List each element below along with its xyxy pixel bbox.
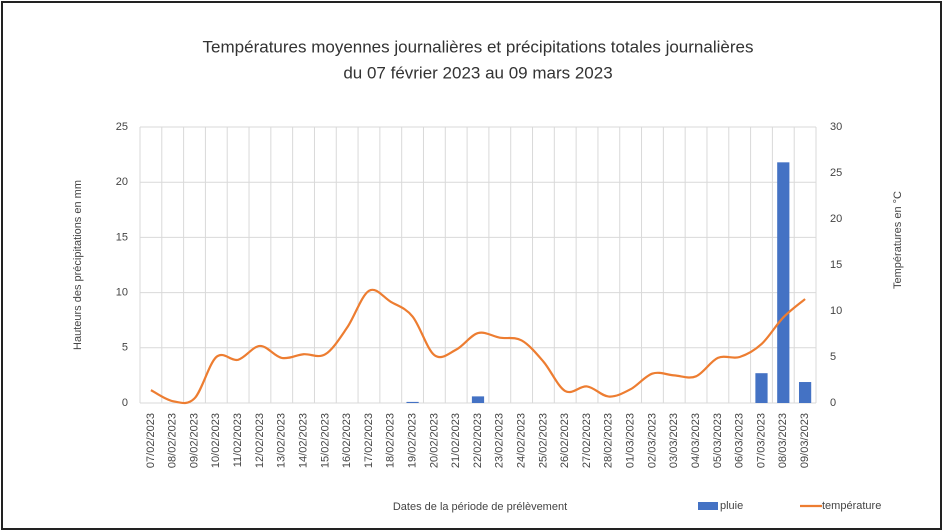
y2-tick-label: 5	[830, 351, 836, 363]
line	[150, 288, 806, 405]
x-tick-label: 20/02/2023	[428, 413, 440, 468]
x-tick-label: 12/02/2023	[254, 413, 266, 468]
x-tick-label: 22/02/2023	[472, 413, 484, 468]
x-tick-label: 10/02/2023	[210, 413, 222, 468]
y2-axis-title: Températures en °C	[892, 191, 904, 289]
y-tick-label: 20	[116, 176, 128, 188]
x-tick-label: 07/03/2023	[755, 413, 767, 468]
bar	[777, 162, 790, 403]
bar	[406, 401, 419, 403]
y2-tick-label: 20	[830, 213, 842, 225]
x-tick-label: 26/02/2023	[559, 413, 571, 468]
chart-title: du 07 février 2023 au 09 mars 2023	[343, 63, 612, 82]
y2-tick-label: 0	[830, 397, 836, 409]
x-tick-label: 19/02/2023	[406, 413, 418, 468]
x-tick-label: 07/02/2023	[145, 413, 157, 468]
y2-tick-label: 25	[830, 167, 842, 179]
x-tick-label: 15/02/2023	[319, 413, 331, 468]
x-tick-label: 21/02/2023	[450, 413, 462, 468]
x-tick-label: 08/03/2023	[777, 413, 789, 468]
x-tick-label: 25/02/2023	[537, 413, 549, 468]
y2-tick-label: 30	[830, 121, 842, 133]
x-tick-label: 13/02/2023	[276, 413, 288, 468]
x-tick-label: 28/02/2023	[603, 413, 615, 468]
y-tick-label: 10	[116, 287, 128, 299]
x-tick-label: 16/02/2023	[341, 413, 353, 468]
chart-title: Températures moyennes journalières et pr…	[203, 37, 754, 56]
x-tick-label: 02/03/2023	[646, 413, 658, 468]
x-tick-label: 08/02/2023	[167, 413, 179, 468]
y2-tick-label: 15	[830, 259, 842, 271]
x-tick-label: 09/03/2023	[799, 413, 811, 468]
x-tick-label: 27/02/2023	[581, 413, 593, 468]
y-tick-label: 0	[122, 397, 128, 409]
x-tick-label: 05/03/2023	[712, 413, 724, 468]
legend-label: température	[822, 500, 881, 512]
x-tick-label: 06/03/2023	[734, 413, 746, 468]
x-tick-label: 03/03/2023	[668, 413, 680, 468]
legend-label: pluie	[720, 500, 743, 512]
x-tick-label: 09/02/2023	[188, 413, 200, 468]
x-tick-label: 17/02/2023	[363, 413, 375, 468]
y-tick-label: 15	[116, 231, 128, 243]
bar	[471, 396, 485, 403]
x-tick-label: 14/02/2023	[297, 413, 309, 468]
x-tick-label: 24/02/2023	[516, 413, 528, 468]
y-axis-title: Hauteurs des précipitations en mm	[72, 180, 84, 350]
x-tick-label: 04/03/2023	[690, 413, 702, 468]
bar	[755, 373, 768, 403]
y-tick-label: 25	[116, 121, 128, 133]
x-tick-label: 18/02/2023	[385, 413, 397, 468]
x-tick-label: 01/03/2023	[625, 413, 637, 468]
x-tick-label: 23/02/2023	[494, 413, 506, 468]
y2-tick-label: 10	[830, 305, 842, 317]
legend-swatch	[698, 502, 718, 510]
x-tick-label: 11/02/2023	[232, 413, 244, 467]
x-axis-title: Dates de la période de prélèvement	[393, 501, 567, 513]
y-tick-label: 5	[122, 342, 128, 354]
bar	[798, 382, 812, 403]
